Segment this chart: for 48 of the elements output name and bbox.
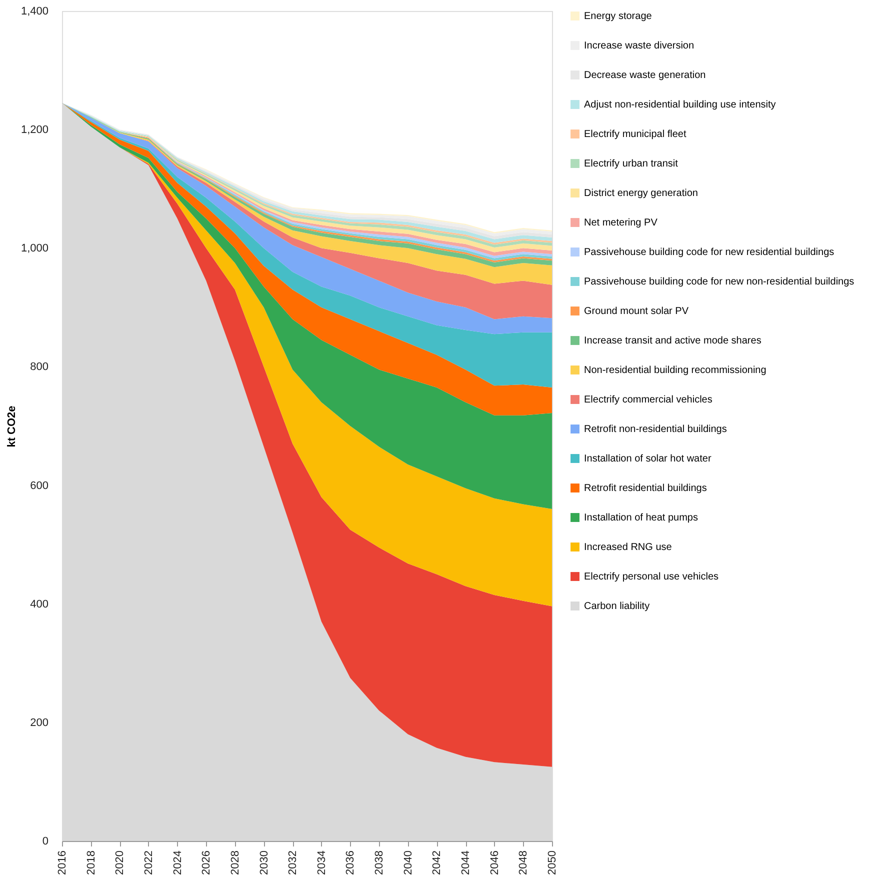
y-tick-label: 1,200 — [20, 124, 48, 136]
legend-label: Passivehouse building code for new residential buildings — [584, 247, 834, 258]
legend-label: Increased RNG use — [584, 542, 672, 553]
legend-label: Electrify urban transit — [584, 158, 678, 170]
legend-label: Increase transit and active mode shares — [584, 336, 762, 346]
x-tick-label: 2032 — [287, 850, 300, 875]
legend-label: Net metering PV — [584, 218, 658, 228]
legend-label: Electrify commercial vehicles — [584, 394, 712, 406]
legend-label: Electrify municipal fleet — [584, 129, 686, 140]
legend-label: Ground mount solar PV — [584, 306, 689, 317]
y-tick-label: 0 — [42, 836, 48, 848]
x-tick-label: 2040 — [402, 850, 414, 875]
y-tick-label: 600 — [30, 480, 48, 492]
y-tick-label: 1,000 — [20, 242, 48, 255]
y-tick-label: 800 — [30, 361, 48, 374]
x-tick-label: 2050 — [546, 850, 558, 875]
x-tick-label: 2028 — [229, 850, 242, 875]
legend-label: Installation of solar hot water — [584, 454, 712, 464]
x-tick-label: 2026 — [200, 850, 213, 875]
legend-label: District energy generation — [584, 188, 698, 199]
y-tick-label: 1,400 — [20, 6, 48, 18]
x-tick-label: 2046 — [488, 850, 501, 875]
legend-label: Installation of heat pumps — [584, 512, 698, 524]
y-tick-label: 200 — [30, 716, 48, 729]
legend-label: Decrease waste generation — [584, 70, 706, 81]
x-tick-label: 2016 — [56, 850, 68, 875]
x-tick-label: 2038 — [374, 850, 386, 875]
y-axis-title: kt CO2e — [6, 406, 18, 448]
x-tick-label: 2018 — [85, 850, 98, 875]
x-tick-label: 2034 — [316, 850, 328, 875]
x-tick-label: 2044 — [460, 850, 472, 875]
x-tick-label: 2024 — [172, 850, 184, 875]
legend-label: Non-residential building recommissioning — [584, 365, 766, 376]
x-tick-label: 2022 — [142, 850, 155, 875]
x-tick-label: 2030 — [258, 850, 270, 875]
x-tick-label: 2042 — [431, 850, 444, 875]
x-tick-label: 2036 — [344, 850, 357, 875]
legend-label: Passivehouse building code for new non-residential buildings — [584, 276, 854, 288]
y-tick-label: 400 — [30, 598, 48, 610]
legend-label: Retrofit non-residential buildings — [584, 424, 727, 435]
x-tick-label: 2020 — [114, 850, 126, 875]
legend-label: Carbon liability — [584, 601, 650, 612]
legend-label: Electrify personal use vehicles — [584, 572, 719, 582]
legend-label: Energy storage — [584, 11, 652, 22]
x-tick-label: 2048 — [518, 850, 530, 875]
legend-label: Retrofit residential buildings — [584, 483, 707, 494]
legend-label: Increase waste diversion — [584, 40, 694, 52]
legend-label: Adjust non-residential building use intensity — [584, 100, 776, 110]
